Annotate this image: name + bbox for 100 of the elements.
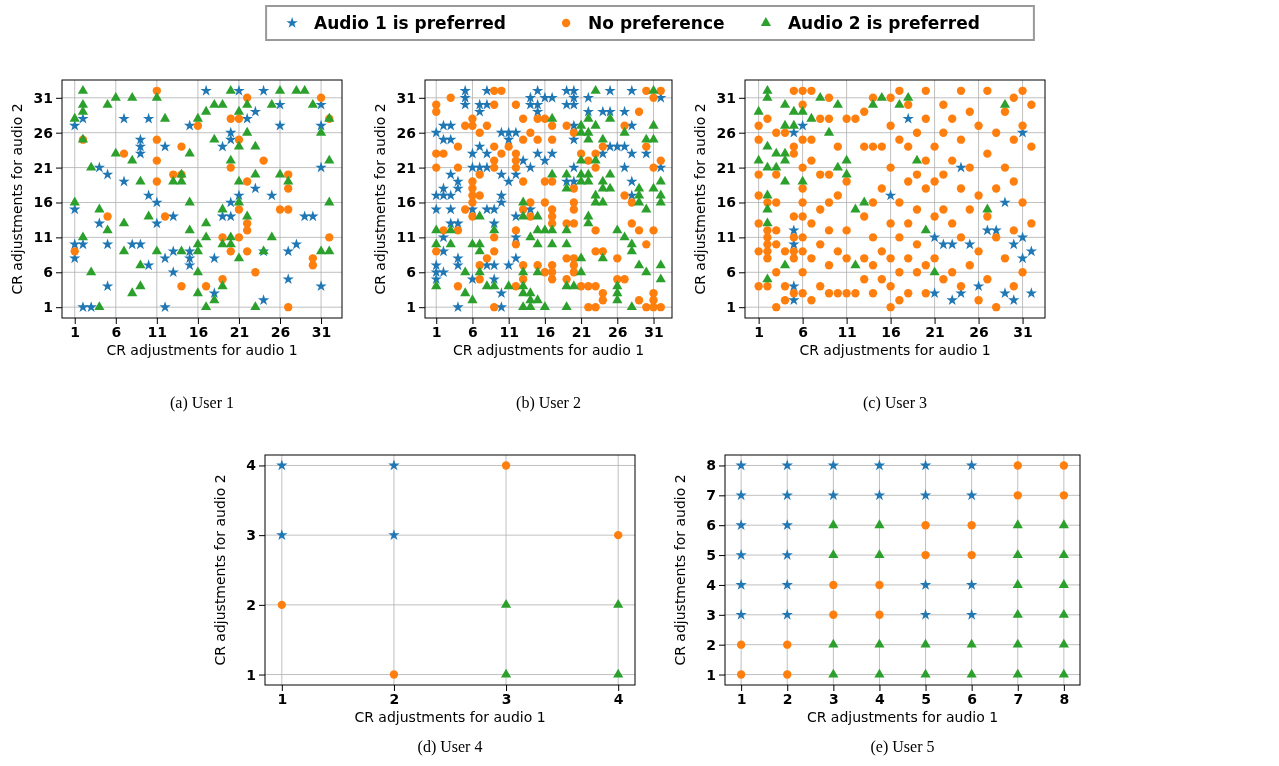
point xyxy=(928,287,941,299)
point xyxy=(152,156,162,165)
point xyxy=(966,638,977,648)
point xyxy=(875,580,884,590)
y-axis-title: CR adjustments for audio 2 xyxy=(212,474,228,666)
y-tick-label: 3 xyxy=(246,527,256,544)
y-tick-label: 1 xyxy=(706,666,716,683)
point xyxy=(1012,638,1023,648)
point xyxy=(735,608,747,620)
point xyxy=(884,189,897,201)
x-tick-label: 8 xyxy=(1059,690,1070,707)
x-tick-label: 5 xyxy=(921,690,931,707)
point xyxy=(753,105,764,115)
y-tick-label: 21 xyxy=(716,159,736,176)
point xyxy=(735,578,747,590)
point xyxy=(736,640,746,649)
point xyxy=(753,154,764,164)
point xyxy=(903,91,914,101)
y-axis-title: CR adjustments for audio 2 xyxy=(692,103,708,295)
point xyxy=(788,105,799,115)
point xyxy=(1012,608,1023,618)
x-axis-title: CR adjustments for audio 1 xyxy=(106,342,298,358)
point xyxy=(762,161,773,171)
point xyxy=(827,459,840,471)
point xyxy=(815,91,826,101)
point xyxy=(919,459,932,471)
point xyxy=(1012,549,1023,559)
point xyxy=(500,598,512,608)
point xyxy=(771,161,782,171)
y-tick-label: 11 xyxy=(33,229,53,246)
point xyxy=(735,549,747,560)
y-tick-label: 8 xyxy=(706,457,716,474)
point xyxy=(1059,491,1069,500)
x-tick-label: 11 xyxy=(499,323,519,340)
x-tick-label: 11 xyxy=(837,323,857,340)
point xyxy=(152,135,162,144)
point xyxy=(284,303,293,312)
point xyxy=(999,98,1011,108)
point xyxy=(832,161,843,171)
point xyxy=(832,98,843,108)
y-tick-label: 7 xyxy=(706,487,716,504)
point xyxy=(193,121,203,130)
point xyxy=(867,98,879,108)
y-tick-label: 11 xyxy=(716,229,736,246)
x-tick-label: 6 xyxy=(798,323,808,340)
y-tick-label: 1 xyxy=(246,666,256,683)
point xyxy=(929,266,940,276)
y-tick-label: 26 xyxy=(396,124,416,141)
point xyxy=(967,521,976,530)
point xyxy=(874,549,885,559)
y-tick-label: 21 xyxy=(33,159,53,176)
point xyxy=(781,549,793,560)
point xyxy=(967,550,976,560)
point xyxy=(1016,252,1029,264)
point xyxy=(841,168,852,178)
point xyxy=(781,519,793,531)
point xyxy=(946,294,958,306)
x-tick-label: 6 xyxy=(468,323,478,340)
x-tick-label: 1 xyxy=(754,323,765,340)
point xyxy=(828,519,839,529)
text: (d) User 4 xyxy=(417,738,483,756)
point xyxy=(762,203,773,213)
point xyxy=(771,147,782,157)
point xyxy=(736,670,746,679)
point xyxy=(829,580,838,590)
x-tick-label: 21 xyxy=(571,323,592,340)
point xyxy=(308,261,318,270)
point xyxy=(1012,519,1023,529)
point xyxy=(972,280,985,292)
point xyxy=(779,119,791,129)
point xyxy=(999,196,1011,208)
point xyxy=(276,529,288,540)
point xyxy=(762,84,773,94)
x-tick-label: 26 xyxy=(969,323,989,340)
y-tick-label: 3 xyxy=(706,606,716,623)
y-tick-label: 6 xyxy=(726,264,736,281)
point xyxy=(1058,549,1069,559)
text: (e) User 5 xyxy=(870,738,935,756)
text: (b) User 2 xyxy=(516,394,581,412)
y-tick-label: 2 xyxy=(706,636,716,653)
point xyxy=(850,203,861,213)
point xyxy=(1058,519,1069,529)
point xyxy=(964,238,976,250)
point xyxy=(797,105,808,115)
y-tick-label: 26 xyxy=(33,124,53,141)
point xyxy=(919,489,932,501)
point xyxy=(762,217,773,227)
point xyxy=(284,184,293,193)
y-axis-title: CR adjustments for audio 2 xyxy=(9,103,25,295)
point xyxy=(965,489,978,501)
point xyxy=(779,147,791,157)
y-tick-label: 5 xyxy=(706,547,716,564)
point xyxy=(613,598,624,608)
point xyxy=(119,149,129,158)
point xyxy=(781,578,793,590)
point xyxy=(177,282,186,291)
point xyxy=(955,161,967,173)
x-tick-label: 4 xyxy=(613,690,624,707)
point xyxy=(316,93,326,102)
legend-label: Audio 2 is preferred xyxy=(787,13,980,33)
